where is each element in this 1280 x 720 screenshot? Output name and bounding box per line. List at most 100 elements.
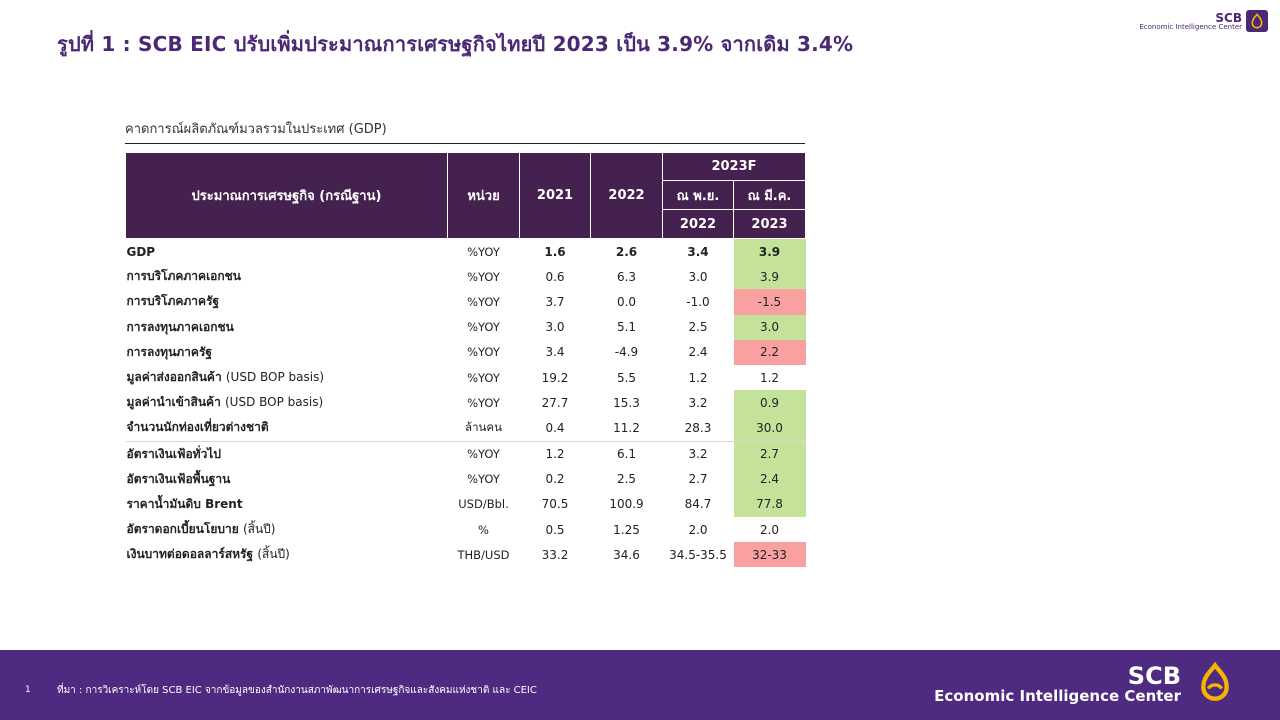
cell-mar: 3.0 xyxy=(733,314,806,340)
cell-nov: 84.7 xyxy=(684,497,712,512)
brand-logo-bottom: SCB Economic Intelligence Center xyxy=(934,661,1235,706)
cell-mar: 0.9 xyxy=(733,390,806,416)
row-unit: %YOY xyxy=(467,269,500,284)
cell-mar: 2.2 xyxy=(733,339,806,365)
cell-2022: -4.9 xyxy=(614,345,639,360)
row-unit: % xyxy=(478,522,489,537)
cell-nov: 2.0 xyxy=(688,522,708,537)
cell-2021: 3.0 xyxy=(545,320,565,335)
table-row: การบริโภคภาคเอกชน %YOY 0.6 6.3 3.0 3.9 xyxy=(126,264,806,290)
source-note: ที่มา : การวิเคราะห์โดย SCB EIC จากข้อมู… xyxy=(57,685,537,696)
page-title: รูปที่ 1 : SCB EIC ปรับเพิ่มประมาณการเศร… xyxy=(57,32,854,56)
row-label: เงินบาทต่อดอลลาร์สหรัฐ (สิ้นปี) xyxy=(126,547,290,562)
cell-2022: 11.2 xyxy=(613,420,640,435)
cell-2022: 5.1 xyxy=(616,320,637,335)
cell-2021: 1.6 xyxy=(544,244,566,259)
row-unit: %YOY xyxy=(447,440,520,467)
cell-2022: 1.25 xyxy=(613,522,640,537)
cell-2022: 2.6 xyxy=(615,244,638,259)
cell-2022: 6.3 xyxy=(616,269,637,284)
cell-nov: -1.0 xyxy=(686,294,710,309)
cell-nov: 34.5-35.5 xyxy=(669,547,727,562)
row-label: การบริโภคภาครัฐ xyxy=(126,294,220,309)
row-label: อัตราเงินเฟ้อทั่วไป xyxy=(125,440,448,467)
table-row: GDP %YOY 1.6 2.6 3.4 3.9 xyxy=(126,238,806,265)
row-unit: %YOY xyxy=(467,370,500,385)
cell-nov: 3.2 xyxy=(688,395,708,410)
cell-mar: 3.9 xyxy=(733,264,806,290)
row-label: การลงทุนภาครัฐ xyxy=(126,344,213,359)
row-label: มูลค่านำเข้าสินค้า (USD BOP basis) xyxy=(126,395,324,410)
table-row: การบริโภคภาครัฐ %YOY 3.7 0.0 -1.0 -1.5 xyxy=(126,289,806,315)
table-row: จำนวนนักท่องเที่ยวต่างชาติ ล้านคน 0.4 11… xyxy=(126,415,806,441)
cell-2021: 0.6 xyxy=(545,269,565,284)
cell-mar: 30.0 xyxy=(733,415,806,441)
cell-mar: 2.0 xyxy=(759,522,780,537)
row-label: จำนวนนักท่องเที่ยวต่างชาติ xyxy=(126,420,269,435)
cell-2021: 1.2 xyxy=(519,440,591,467)
row-unit: %YOY xyxy=(467,395,500,410)
header-unit: หน่วย xyxy=(447,152,520,239)
table-row: มูลค่าส่งออกสินค้า (USD BOP basis) %YOY … xyxy=(126,365,806,390)
cell-mar: 32-33 xyxy=(733,542,806,568)
cell-nov: 1.2 xyxy=(688,370,708,385)
cell-2021: 19.2 xyxy=(541,370,569,385)
row-note: (สิ้นปี) xyxy=(257,547,290,562)
table-row: การลงทุนภาคเอกชน %YOY 3.0 5.1 2.5 3.0 xyxy=(126,314,806,340)
cell-nov: 2.7 xyxy=(688,472,708,487)
table-row: อัตราเงินเฟ้อพื้นฐาน %YOY 0.2 2.5 2.7 2.… xyxy=(126,466,806,492)
header-forecast: 2023F xyxy=(662,152,806,181)
row-unit: USD/Bbl. xyxy=(458,497,509,512)
table-row: มูลค่านำเข้าสินค้า (USD BOP basis) %YOY … xyxy=(126,390,806,416)
row-label: GDP xyxy=(126,244,156,259)
cell-2022: 0.0 xyxy=(616,294,637,309)
row-unit: %YOY xyxy=(467,472,500,487)
footer-bar: 1 ที่มา : การวิเคราะห์โดย SCB EIC จากข้อ… xyxy=(0,650,1280,720)
row-label: มูลค่าส่งออกสินค้า (USD BOP basis) xyxy=(126,370,325,385)
cell-2022: 5.5 xyxy=(616,370,637,385)
brand-logo-top: SCB Economic Intelligence Center xyxy=(1139,10,1268,32)
gdp-forecast-table: ประมาณการเศรษฐกิจ (กรณีฐาน) หน่วย 2021 2… xyxy=(125,152,806,568)
cell-mar: 2.4 xyxy=(733,466,806,492)
cell-2021: 70.5 xyxy=(541,497,569,512)
scb-tulip-logo-icon xyxy=(1246,10,1268,32)
header-2022: 2022 xyxy=(590,152,663,239)
header-indicator: ประมาณการเศรษฐกิจ (กรณีฐาน) xyxy=(125,152,448,239)
cell-mar: 2.7 xyxy=(733,440,806,467)
cell-2021: 3.4 xyxy=(545,345,565,360)
cell-2021: 3.7 xyxy=(545,294,565,309)
cell-nov: 3.2 xyxy=(662,440,734,467)
table-caption: คาดการณ์ผลิตภัณฑ์มวลรวมในประเทศ (GDP) xyxy=(125,118,805,144)
page-number: 1 xyxy=(25,685,31,695)
row-label: อัตราดอกเบี้ยนโยบาย (สิ้นปี) xyxy=(126,522,276,537)
cell-2022: 2.5 xyxy=(616,472,637,487)
cell-nov: 2.4 xyxy=(688,345,708,360)
cell-nov: 28.3 xyxy=(684,420,712,435)
header-as-of-nov-year: 2022 xyxy=(662,209,734,239)
cell-nov: 2.5 xyxy=(688,320,708,335)
header-as-of-nov: ณ พ.ย. xyxy=(662,180,734,210)
row-unit: %YOY xyxy=(467,294,500,309)
row-note: (สิ้นปี) xyxy=(242,522,276,537)
cell-mar: 77.8 xyxy=(733,491,806,518)
row-label: การบริโภคภาคเอกชน xyxy=(126,269,242,284)
cell-2022: 34.6 xyxy=(613,547,640,562)
cell-2022: 6.1 xyxy=(590,440,663,467)
table-row: ราคาน้ำมันดิบ Brent USD/Bbl. 70.5 100.9 … xyxy=(126,491,806,518)
cell-2021: 27.7 xyxy=(541,395,569,410)
row-unit: THB/USD xyxy=(457,547,510,562)
row-label: อัตราเงินเฟ้อพื้นฐาน xyxy=(126,471,231,486)
row-label: การลงทุนภาคเอกชน xyxy=(126,319,234,334)
cell-2022: 15.3 xyxy=(613,395,640,410)
header-as-of-mar-year: 2023 xyxy=(733,209,806,239)
cell-mar: -1.5 xyxy=(733,289,806,315)
cell-2021: 0.5 xyxy=(545,522,565,537)
cell-nov: 3.4 xyxy=(687,244,709,259)
table-row: เงินบาทต่อดอลลาร์สหรัฐ (สิ้นปี) THB/USD … xyxy=(126,542,806,568)
brand-name: SCB xyxy=(1127,661,1181,690)
cell-2022: 100.9 xyxy=(609,497,644,512)
table-row: อัตราเงินเฟ้อทั่วไป %YOY 1.2 6.1 3.2 2.7 xyxy=(125,440,806,467)
row-note: (USD BOP basis) xyxy=(225,370,325,385)
scb-tulip-logo-icon xyxy=(1195,661,1235,706)
row-unit: %YOY xyxy=(467,320,500,335)
